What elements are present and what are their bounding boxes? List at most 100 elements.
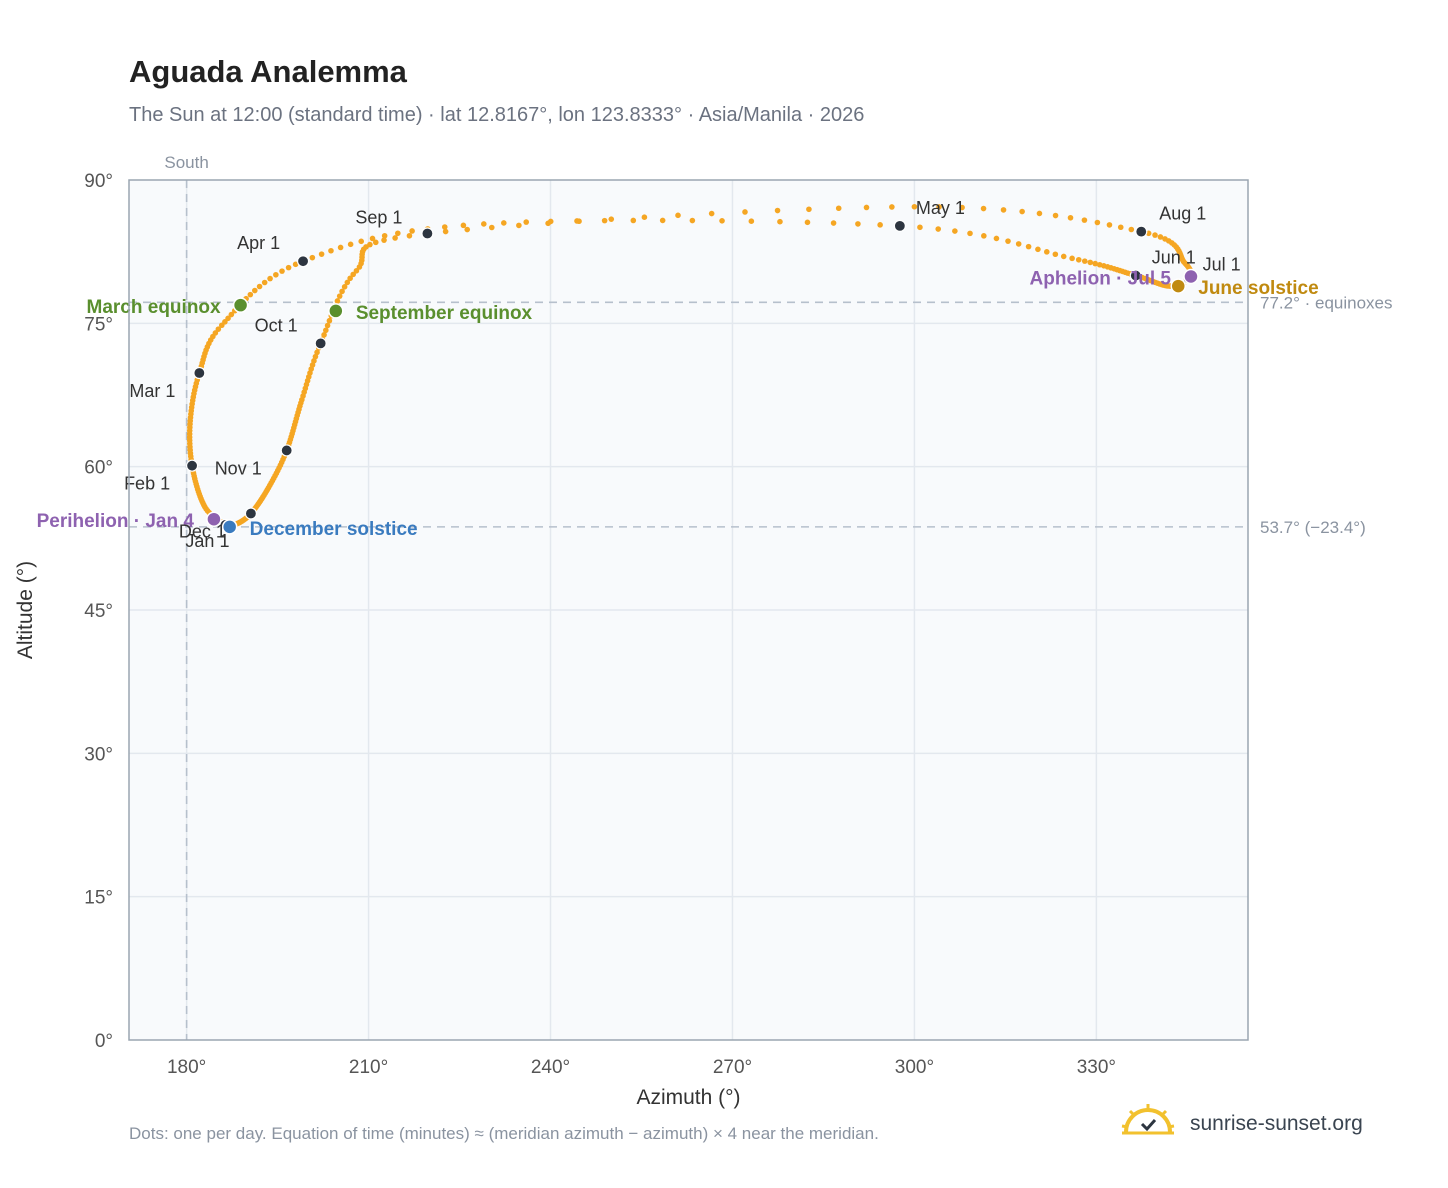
daily-dot xyxy=(877,222,883,228)
month-marker xyxy=(296,255,310,268)
daily-dot xyxy=(835,205,842,212)
daily-dot xyxy=(406,232,413,239)
daily-dot xyxy=(1043,249,1050,255)
axis-ticks: 180° 210° 240° 270° 300° 330° 0° 15° 30° 45° 60° 75… xyxy=(84,171,1116,1078)
daily-dot xyxy=(356,264,363,270)
daily-dot xyxy=(1081,258,1088,264)
daily-dot xyxy=(500,220,507,226)
daily-dot xyxy=(630,217,637,224)
daily-dot xyxy=(523,219,530,225)
daily-dot xyxy=(855,221,861,227)
daily-dot xyxy=(1128,226,1135,233)
month-label: Mar 1 xyxy=(129,381,175,401)
month-marker xyxy=(1129,269,1142,282)
daily-dot xyxy=(774,207,781,214)
daily-dot xyxy=(247,291,254,298)
daily-dot xyxy=(1087,259,1094,266)
reference-line-label: 53.7° (−23.4°) xyxy=(1260,518,1366,537)
daily-dot xyxy=(1106,222,1113,228)
daily-dot xyxy=(980,205,987,212)
daily-dot xyxy=(748,218,755,224)
daily-dot xyxy=(936,204,942,210)
x-tick-label: 270° xyxy=(713,1057,752,1078)
daily-dot xyxy=(935,226,942,232)
chart-title: Aguada Analemma xyxy=(129,54,407,89)
event-label: September equinox xyxy=(356,303,533,324)
event-marker xyxy=(1183,268,1199,285)
month-markers: Jan 1 Feb 1 Mar 1 Apr 1 May 1 Jun 1 Jul 1 Aug 1… xyxy=(124,198,1241,551)
daily-dot xyxy=(1015,241,1022,247)
daily-dot xyxy=(1035,246,1041,253)
y-tick-label: 30° xyxy=(84,744,113,765)
daily-dot xyxy=(326,317,333,324)
daily-dot xyxy=(1117,224,1124,231)
daily-dot xyxy=(267,275,273,282)
event-marker xyxy=(328,303,344,319)
meridian-label: South xyxy=(164,153,208,172)
month-label: Jun 1 xyxy=(1152,248,1196,268)
brand-logo[interactable]: sunrise-sunset.org xyxy=(1120,1102,1390,1146)
daily-dot xyxy=(318,251,325,257)
daily-dot xyxy=(1075,256,1082,263)
daily-dot xyxy=(601,217,608,224)
daily-dot xyxy=(339,288,345,295)
brand-name: sunrise-sunset.org xyxy=(1190,1112,1363,1135)
month-label: Jul 1 xyxy=(1203,254,1241,274)
daily-dot xyxy=(353,267,360,274)
reference-lines: South 77.2° · equinoxes 53.7° (−23.4°) xyxy=(129,153,1393,1040)
daily-dot xyxy=(337,244,344,251)
y-tick-label: 45° xyxy=(84,601,113,622)
daily-dot xyxy=(321,332,327,338)
month-label: Sep 1 xyxy=(355,208,402,228)
month-marker xyxy=(193,366,206,380)
daily-dot xyxy=(1152,232,1158,238)
daily-dot xyxy=(344,279,351,286)
event-markers: March equinox September equinox December s… xyxy=(37,269,1319,540)
daily-dot xyxy=(228,311,235,318)
event-label: June solstice xyxy=(1198,278,1318,299)
chart-subtitle: The Sun at 12:00 (standard time) · lat 1… xyxy=(129,104,865,126)
daily-dot xyxy=(441,224,448,230)
daily-dot xyxy=(225,315,231,322)
daily-dot xyxy=(863,204,870,211)
daily-dot xyxy=(358,238,365,245)
month-label: Feb 1 xyxy=(124,474,170,494)
y-axis-label: Altitude (°) xyxy=(14,561,37,659)
daily-dot xyxy=(460,222,467,229)
month-label: Nov 1 xyxy=(215,458,262,478)
daily-dot xyxy=(328,247,334,254)
daily-dot xyxy=(608,216,615,222)
daily-dot xyxy=(777,218,783,225)
event-marker xyxy=(206,511,222,527)
plot-frame xyxy=(128,179,1249,1041)
daily-dot xyxy=(981,233,987,239)
month-marker xyxy=(185,459,199,472)
daily-dot xyxy=(323,327,329,334)
daily-dot xyxy=(993,235,1000,242)
daily-dot xyxy=(309,254,316,261)
daily-dot xyxy=(273,271,279,278)
month-marker xyxy=(244,507,258,520)
y-tick-label: 15° xyxy=(84,888,113,909)
daily-dot xyxy=(324,322,331,329)
reference-line-label: 77.2° · equinoxes xyxy=(1260,293,1393,312)
daily-dot xyxy=(381,232,388,239)
chart-footnote: Dots: one per day. Equation of time (min… xyxy=(129,1124,879,1143)
daily-dot xyxy=(1025,243,1032,250)
event-label: March equinox xyxy=(87,297,222,318)
x-tick-label: 300° xyxy=(895,1057,934,1078)
y-tick-label: 90° xyxy=(84,171,113,192)
month-marker xyxy=(893,219,906,232)
sun-check-icon xyxy=(1121,1104,1175,1135)
daily-dot xyxy=(1162,236,1168,242)
daily-dot xyxy=(708,210,715,217)
daily-dot xyxy=(1094,219,1101,226)
daily-dot xyxy=(545,220,551,227)
daily-dot xyxy=(830,220,837,226)
daily-dot xyxy=(312,353,319,360)
y-tick-label: 60° xyxy=(84,458,113,479)
daily-dot xyxy=(350,271,357,278)
daily-dot xyxy=(659,217,666,224)
month-label: Aug 1 xyxy=(1159,204,1206,224)
daily-dot xyxy=(252,287,258,294)
